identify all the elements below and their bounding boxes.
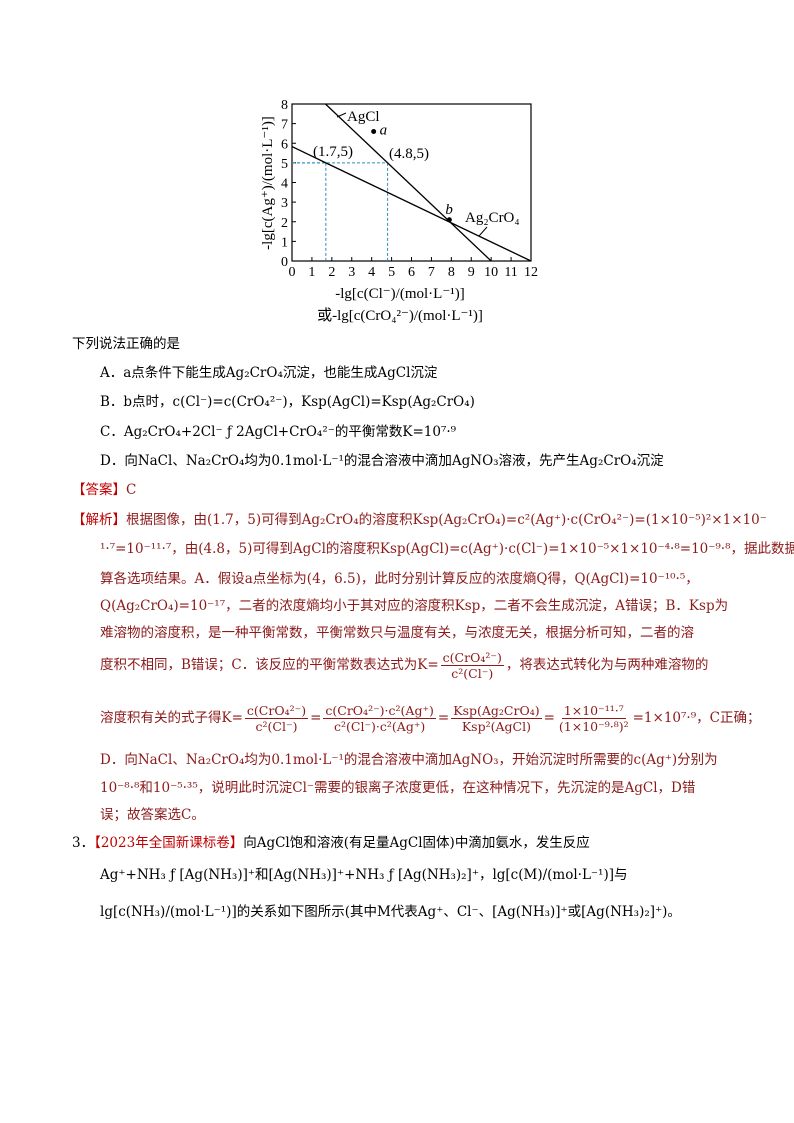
x-axis-label-2: 或-lg[c(CrO₄²⁻)/(mol·L⁻¹)] — [317, 307, 483, 324]
denominator: c²(Cl⁻) — [255, 719, 298, 734]
analysis-line-1: 【解析】根据图像，由(1.7，5)可得到Ag₂CrO₄的溶度积Ksp(Ag₂Cr… — [72, 511, 767, 529]
analysis-line-8: D．向NaCl、Na₂CrO₄均为0.1mol·L⁻¹的混合溶液中滴加AgNO₃… — [100, 752, 718, 768]
point-a — [371, 128, 377, 134]
q3-line-1: 3．【2023年全国新课标卷】向AgCl饱和溶液(有足量AgCl固体)中滴加氨水… — [72, 834, 590, 852]
text: ，将表达式转化为与两种难溶物的 — [505, 657, 709, 673]
numerator: c(CrO₄²⁻) — [244, 703, 309, 719]
series-label-ag2cro4: Ag₂CrO₄ — [465, 210, 520, 226]
text: 向AgCl饱和溶液(有足量AgCl固体)中滴加氨水，发生反应 — [243, 835, 590, 851]
numerator: 1×10⁻¹¹·⁷ — [561, 703, 626, 719]
plot-frame — [291, 103, 532, 262]
ag2cro4-leader — [478, 226, 488, 237]
series-line-ag2cro4 — [291, 146, 532, 262]
fraction-1: c(CrO₄²⁻) c²(Cl⁻) — [244, 703, 309, 734]
agcl-leader — [336, 112, 347, 118]
x-tick-label: 4 — [368, 265, 375, 280]
y-tick-label: 1 — [281, 235, 288, 250]
x-tick-label: 8 — [448, 265, 455, 280]
x-tick-label: 0 — [289, 265, 296, 280]
analysis-line-10: 误；故答案选C。 — [100, 807, 205, 823]
series-line-agcl — [325, 103, 492, 262]
analysis-line-4: Q(Ag₂CrO₄)=10⁻¹⁷，二者的浓度熵均小于其对应的溶度积Ksp，二者不… — [100, 598, 729, 614]
y-tick-label: 8 — [281, 98, 288, 113]
x-tick-label: 5 — [388, 265, 395, 280]
y-axis-label: -lg[c(Ag⁺)/(mol·L⁻¹)] — [260, 116, 276, 250]
question-number: 3． — [72, 835, 95, 851]
denominator: c²(Cl⁻)·c²(Ag⁺) — [334, 719, 426, 734]
x-axis-label: -lg[c(Cl⁻)/(mol·L⁻¹)] — [335, 286, 464, 302]
y-tick-label: 4 — [281, 177, 288, 192]
x-tick-label: 6 — [408, 265, 415, 280]
question-prompt: 下列说法正确的是 — [72, 336, 180, 352]
text: 度积不相同，B错误；C．该反应的平衡常数表达式为K= — [100, 657, 439, 673]
analysis-line-2: ¹·⁷=10⁻¹¹·⁷，由(4.8，5)可得到AgCl的溶度积Ksp(AgCl)… — [100, 541, 794, 557]
point-label-a: a — [380, 122, 388, 138]
numerator: c(CrO₄²⁻) — [440, 650, 504, 666]
x-tick-label: 10 — [484, 265, 498, 280]
x-tick-label: 1 — [308, 265, 315, 280]
fraction-4: 1×10⁻¹¹·⁷ (1×10⁻⁹·⁸)² — [557, 703, 631, 734]
y-tick-label: 2 — [281, 216, 288, 231]
k-fraction: c(CrO₄²⁻) c²(Cl⁻) — [440, 650, 504, 681]
q3-line-2: Ag⁺+NH₃ ƒ [Ag(NH₃)]⁺和[Ag(NH₃)]⁺+NH₃ ƒ [A… — [100, 867, 628, 883]
x-tick-label: 2 — [328, 265, 335, 280]
question-source: 【2023年全国新课标卷】 — [94, 835, 244, 851]
x-tick-label: 11 — [504, 265, 517, 280]
x-tick-label: 7 — [428, 265, 435, 280]
y-tick-label: 0 — [281, 255, 288, 270]
y-tick-label: 3 — [281, 196, 288, 211]
answer-label: 【答案】 — [72, 482, 126, 498]
analysis-line-3: 算各选项结果。A．假设a点坐标为(4，6.5)，此时分别计算反应的浓度熵Q得，Q… — [100, 571, 699, 587]
x-tick-label: 9 — [468, 265, 475, 280]
point-label-b: b — [445, 202, 453, 218]
answer-value: C — [126, 482, 137, 498]
analysis-text: 根据图像，由(1.7，5)可得到Ag₂CrO₄的溶度积Ksp(Ag₂CrO₄)=… — [126, 512, 767, 528]
x-tick-label: 3 — [348, 265, 355, 280]
analysis-line-5: 难溶物的溶度积，是一种平衡常数，平衡常数只与温度有关，与浓度无关，根据分析可知，… — [100, 625, 694, 641]
fraction-2: c(CrO₄²⁻)·c²(Ag⁺) c²(Cl⁻)·c²(Ag⁺) — [323, 703, 436, 734]
analysis-label: 【解析】 — [72, 512, 126, 528]
text: 溶度积有关的式子得K= — [100, 710, 243, 726]
analysis-line-9: 10⁻⁸·⁸和10⁻⁵·³⁵，说明此时沉淀Cl⁻需要的银离子浓度更低，在这种情况… — [100, 780, 696, 796]
q3-line-3: lg[c(NH₃)/(mol·L⁻¹)]的关系如下图所示(其中M代表Ag⁺、Cl… — [100, 904, 681, 920]
series-label-agcl: AgCl — [347, 109, 380, 125]
numerator: Ksp(Ag₂CrO₄) — [451, 703, 542, 719]
denominator: c²(Cl⁻) — [451, 666, 494, 681]
annotation-1-7-5: (1.7,5) — [313, 144, 353, 160]
fraction-3: Ksp(Ag₂CrO₄) Ksp²(AgCl) — [451, 703, 542, 734]
y-tick-label: 7 — [281, 118, 288, 133]
x-tick-label: 12 — [524, 265, 538, 280]
analysis-line-6: 度积不相同，B错误；C．该反应的平衡常数表达式为K= c(CrO₄²⁻) c²(Cl… — [100, 650, 708, 681]
option-a[interactable]: A．a点条件下能生成Ag₂CrO₄沉淀，也能生成AgCl沉淀 — [100, 365, 438, 381]
analysis-line-7: 溶度积有关的式子得K= c(CrO₄²⁻) c²(Cl⁻) = c(CrO₄²⁻)·c²… — [100, 703, 761, 734]
numerator: c(CrO₄²⁻)·c²(Ag⁺) — [323, 703, 436, 719]
text: =1×10⁷·⁹，C正确； — [632, 710, 761, 726]
option-c[interactable]: C．Ag₂CrO₄+2Cl⁻ ƒ 2AgCl+CrO₄²⁻的平衡常数K=10⁷·… — [100, 424, 457, 440]
point-b — [446, 217, 452, 223]
answer: 【答案】C — [72, 481, 136, 499]
option-b[interactable]: B．b点时，c(Cl⁻)=c(CrO₄²⁻)，Ksp(AgCl)=Ksp(Ag₂… — [100, 394, 475, 410]
option-d[interactable]: D．向NaCl、Na₂CrO₄均为0.1mol·L⁻¹的混合溶液中滴加AgNO₃… — [100, 453, 664, 469]
denominator: (1×10⁻⁹·⁸)² — [558, 719, 629, 734]
annotation-4-8-5: (4.8,5) — [389, 146, 429, 162]
y-tick-label: 6 — [281, 137, 288, 152]
denominator: Ksp²(AgCl) — [461, 719, 531, 734]
y-tick-label: 5 — [281, 157, 288, 172]
